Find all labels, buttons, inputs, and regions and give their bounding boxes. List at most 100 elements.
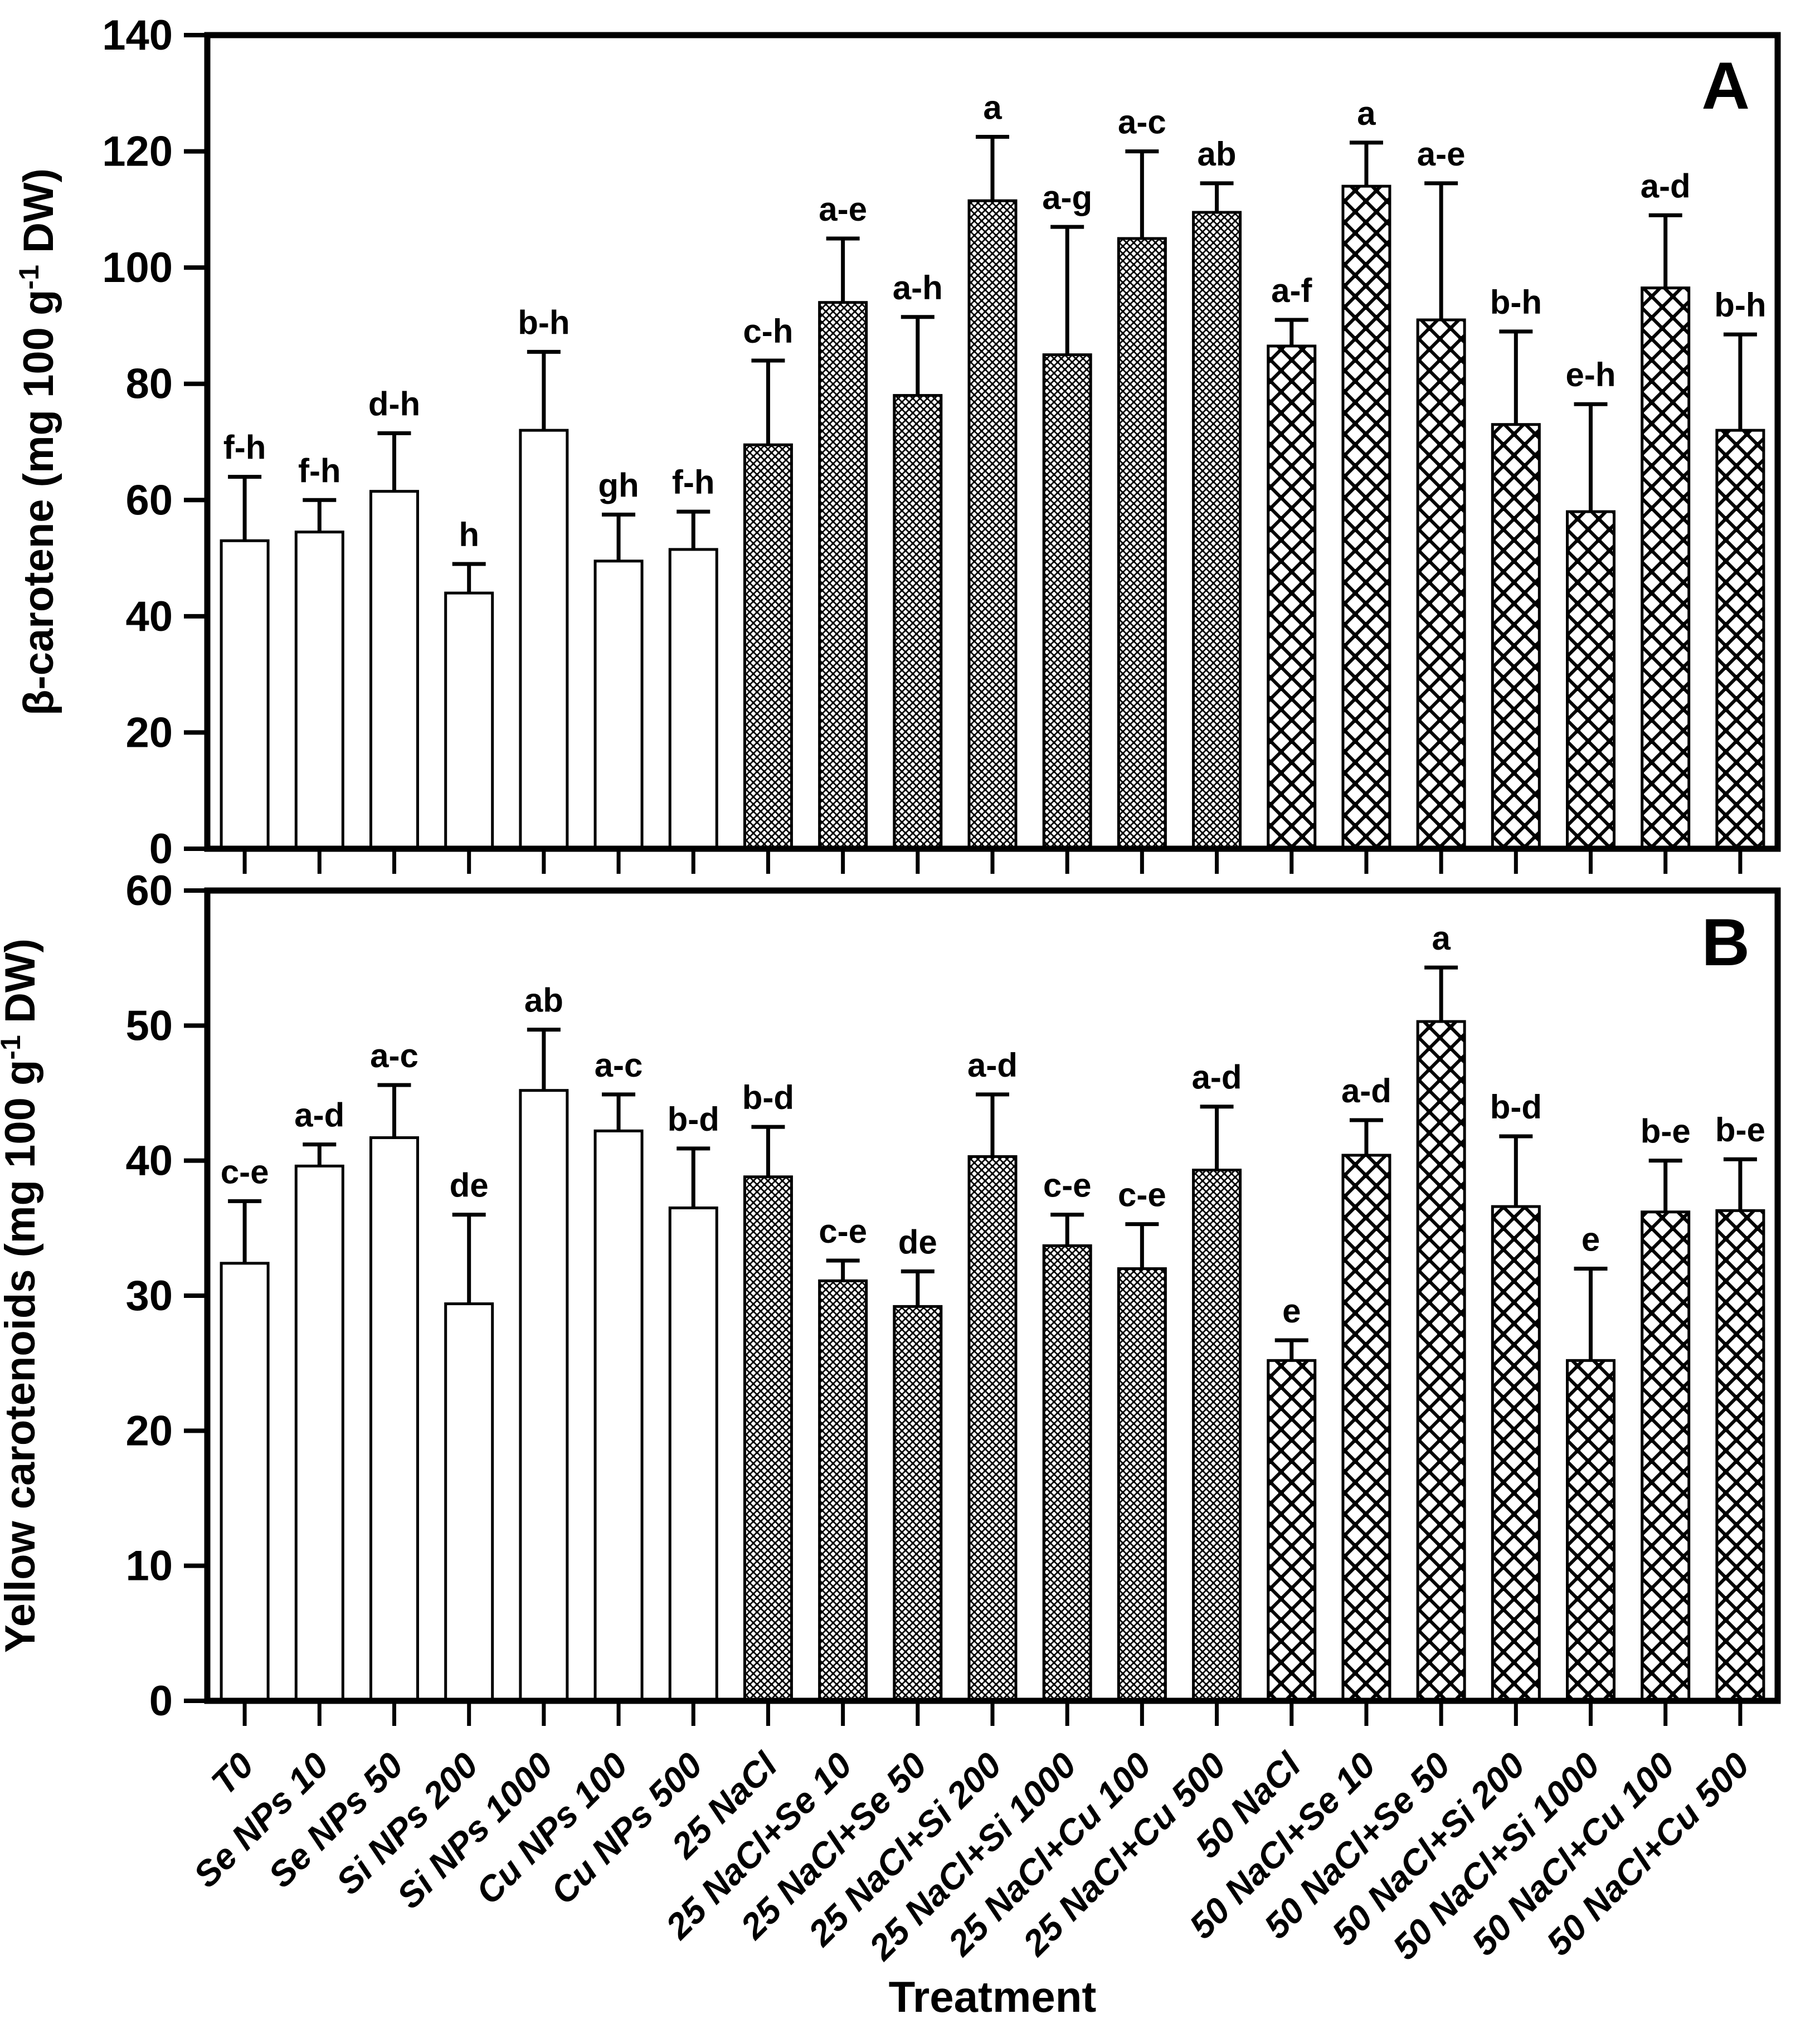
bar-50 NaCl+Si 200 <box>1491 423 1541 850</box>
significance-letter: d-h <box>368 385 420 422</box>
significance-letter: a-c <box>1118 104 1166 141</box>
bar-25 NaCl+Si 200 <box>967 1155 1018 1702</box>
significance-letter: b-h <box>518 304 570 341</box>
significance-letter: c-e <box>1118 1176 1166 1214</box>
significance-letter: b-e <box>1715 1111 1765 1149</box>
significance-letter: a-d <box>294 1097 344 1134</box>
significance-letter: a-d <box>1192 1059 1242 1096</box>
y-axis-tick-label: 10 <box>125 1543 173 1590</box>
bar-Cu NPs 100 <box>593 560 644 850</box>
bar-Se NPs 10 <box>294 531 344 850</box>
significance-letter: a <box>983 89 1002 127</box>
significance-letter: e-h <box>1566 356 1616 393</box>
plot-frame <box>204 887 1781 1704</box>
significance-letter: a <box>1432 920 1451 957</box>
significance-letter: de <box>898 1223 937 1261</box>
bar-Si NPs 1000 <box>519 1089 569 1702</box>
significance-letter: b-d <box>668 1101 719 1138</box>
significance-letter: de <box>450 1167 489 1204</box>
significance-letter: a <box>1357 95 1376 132</box>
significance-letter: a-d <box>967 1047 1018 1084</box>
significance-letter: a-c <box>595 1047 643 1084</box>
bar-Si NPs 1000 <box>519 429 569 850</box>
y-axis-title: β-carotene (mg 100 g-1 DW) <box>13 168 62 716</box>
significance-letter: a-g <box>1042 179 1092 216</box>
significance-letter: a-d <box>1341 1072 1391 1110</box>
bar-50 NaCl <box>1267 344 1317 850</box>
significance-letter: a-e <box>819 191 867 228</box>
bar-25 NaCl+Se 10 <box>818 1279 868 1702</box>
panel-letter: B <box>1701 905 1750 980</box>
y-axis-tick-label: 140 <box>102 12 173 59</box>
plot-frame <box>204 32 1781 852</box>
y-axis-title: Yellow carotenoids (mg 100 g-1 DW) <box>0 938 44 1653</box>
y-axis-tick-label: 20 <box>125 1407 173 1455</box>
bar-50 NaCl+Cu 100 <box>1641 1210 1691 1702</box>
y-axis-tick-label: 100 <box>102 244 173 291</box>
bar-Si NPs 200 <box>444 591 494 850</box>
panel-b: 0 10 20 30 40 50 60 c-e a-d a-c de ab a-c b-d b-d c-e de… <box>0 867 1781 1726</box>
bar-50 NaCl+Cu 500 <box>1715 1209 1765 1702</box>
significance-letter: h <box>459 516 479 553</box>
bar-25 NaCl+Se 10 <box>818 301 868 850</box>
bar-Cu NPs 500 <box>668 1206 718 1702</box>
bar-50 NaCl+Se 10 <box>1341 184 1391 850</box>
x-axis-category-label: T0 <box>203 1745 261 1803</box>
bar-Se NPs 10 <box>294 1164 344 1702</box>
significance-letter: c-e <box>1043 1167 1092 1204</box>
significance-letter: ab <box>1198 135 1237 173</box>
bar-T0 <box>220 539 270 850</box>
x-axis-title: Treatment <box>889 1972 1097 2021</box>
y-axis-tick-label: 40 <box>125 1137 173 1185</box>
significance-letter: b-e <box>1641 1113 1691 1150</box>
significance-letter: e <box>1282 1292 1301 1330</box>
bar-25 NaCl+Si 200 <box>967 199 1018 850</box>
y-axis-tick-label: 30 <box>125 1272 173 1320</box>
y-axis-tick-label: 60 <box>125 476 173 524</box>
significance-letter: f-h <box>298 452 341 489</box>
bar-50 NaCl+Se 50 <box>1416 1020 1466 1702</box>
y-axis-tick-label: 120 <box>102 128 173 176</box>
bar-25 NaCl+Se 50 <box>893 1305 943 1702</box>
panel-letter: A <box>1701 48 1750 123</box>
bar-25 NaCl <box>743 1175 793 1702</box>
bar-Cu NPs 500 <box>668 548 718 850</box>
bar-25 NaCl+Cu 500 <box>1192 1169 1242 1702</box>
significance-letter: c-e <box>221 1153 269 1190</box>
significance-letter: gh <box>598 466 639 504</box>
significance-letter: a-d <box>1641 167 1691 205</box>
significance-letter: b-d <box>742 1079 794 1116</box>
bar-50 NaCl <box>1267 1359 1317 1702</box>
bar-25 NaCl+Cu 100 <box>1117 237 1167 850</box>
bar-25 NaCl+Si 1000 <box>1042 1244 1092 1702</box>
significance-letter: a-c <box>370 1037 418 1074</box>
y-axis-tick-label: 0 <box>149 825 173 873</box>
significance-letter: a-e <box>1417 135 1466 173</box>
y-axis-tick-label: 50 <box>125 1002 173 1049</box>
y-axis-tick-label: 0 <box>149 1677 173 1725</box>
bar-50 NaCl+Si 1000 <box>1566 510 1616 850</box>
bar-Se NPs 50 <box>369 1136 419 1702</box>
bar-25 NaCl+Cu 500 <box>1192 211 1242 850</box>
bar-25 NaCl+Se 50 <box>893 394 943 850</box>
bar-50 NaCl+Si 1000 <box>1566 1359 1616 1702</box>
bar-50 NaCl+Se 10 <box>1341 1154 1391 1702</box>
y-axis-tick-label: 40 <box>125 593 173 640</box>
bar-50 NaCl+Si 200 <box>1491 1205 1541 1702</box>
bar-50 NaCl+Cu 500 <box>1715 429 1765 850</box>
bar-Se NPs 50 <box>369 490 419 850</box>
significance-letter: ab <box>524 982 563 1019</box>
bar-25 NaCl <box>743 443 793 850</box>
bar-50 NaCl+Se 50 <box>1416 318 1466 850</box>
significance-letter: f-h <box>672 464 715 501</box>
bar-50 NaCl+Cu 100 <box>1641 286 1691 850</box>
significance-letter: c-h <box>743 313 793 350</box>
panel-a: 0 20 40 60 80 100 120 140 f-h f-h d-h h b-h gh f-h c-h a… <box>13 12 1781 874</box>
bar-T0 <box>220 1262 270 1702</box>
significance-letter: e <box>1581 1221 1600 1258</box>
bar-Cu NPs 100 <box>593 1129 644 1702</box>
bar-Si NPs 200 <box>444 1302 494 1702</box>
